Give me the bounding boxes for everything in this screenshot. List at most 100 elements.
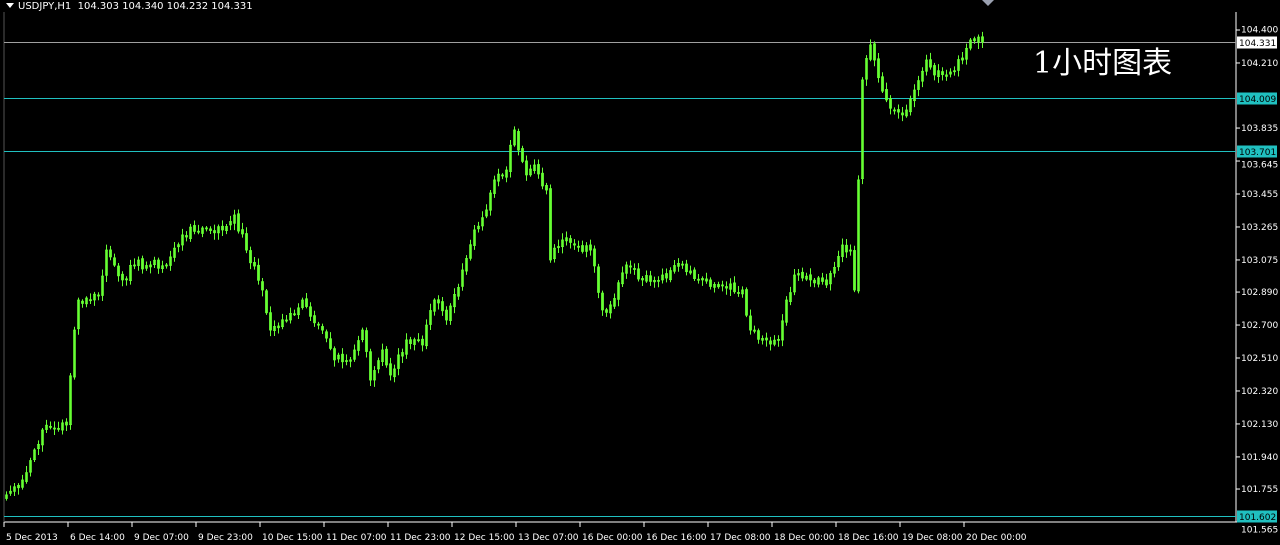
candle-body [381,349,384,362]
candle-body [325,331,328,339]
candle-body [97,294,100,297]
candle-body [817,277,820,285]
candle-body [465,258,468,272]
candle-body [269,312,272,331]
x-tick-label: 20 Dec 00:00 [966,533,1027,543]
candle-body [845,244,848,253]
candle-body [553,247,556,260]
candle-body [41,429,44,446]
candle-body [917,80,920,90]
candle-body [609,304,612,314]
y-tick-label: 103.455 [1241,190,1278,200]
candle-body [681,263,684,266]
candle-body [537,164,540,175]
candle-body [909,98,912,113]
candle-body [421,338,424,346]
y-tick-label: 101.565 [1241,526,1278,536]
y-tick-label: 103.075 [1241,256,1278,266]
candle-body [417,339,420,342]
candle-body [229,221,232,226]
candle-body [813,279,816,284]
candle-body [405,339,408,355]
candle-body [737,292,740,294]
candle-body [661,274,664,281]
candle-body [853,250,856,291]
candle-body [165,264,168,267]
candle-body [153,259,156,266]
bid-price-tag [1237,36,1277,49]
candle-body [185,235,188,238]
candle-body [645,275,648,282]
candle-body [217,226,220,234]
candle-body [129,264,132,282]
candle-body [485,209,488,217]
candle-body [769,340,772,345]
level-price-tag [1237,510,1277,523]
candle-body [549,188,552,261]
symbol-label: USDJPY,H1 [18,1,72,12]
x-tick-label: 11 Dec 07:00 [326,533,387,543]
candle-body [461,269,464,287]
candle-body [261,281,264,291]
candle-body [197,230,200,233]
candle-body [277,325,280,329]
candle-body [293,313,296,316]
candle-body [301,299,304,308]
candle-body [913,89,916,102]
candle-body [761,338,764,341]
candle-body [869,44,872,60]
candle-body [85,297,88,305]
candle-body [745,289,748,316]
candle-body [729,283,732,290]
x-tick-label: 19 Dec 08:00 [902,533,963,543]
candle-body [965,47,968,60]
candle-body [73,329,76,378]
candle-body [865,58,868,80]
candle-body [637,268,640,280]
candle-body [173,247,176,258]
candle-body [805,275,808,280]
candle-body [961,57,964,61]
candle-body [517,131,520,151]
candle-body [841,244,844,257]
candle-body [701,278,704,281]
dropdown-triangle-icon[interactable] [6,3,14,8]
candle-body [93,293,96,301]
candle-body [545,185,548,191]
candle-body [625,264,628,274]
candle-body [945,74,948,77]
x-tick-label: 18 Dec 16:00 [838,533,899,543]
candle-body [13,486,16,492]
candle-body [693,269,696,279]
candle-body [401,352,404,357]
candle-body [521,148,524,162]
candle-body [169,256,172,266]
y-tick-label: 103.265 [1241,223,1278,233]
candle-body [749,315,752,331]
candle-body [17,484,20,489]
candle-body [789,292,792,302]
candle-body [117,265,120,277]
candle-body [33,449,36,461]
candle-body [121,273,124,281]
candle-body [677,263,680,267]
bid-price-label: 104.331 [1239,39,1276,49]
candle-body [233,214,236,224]
candle-body [973,38,976,42]
y-tick-label: 102.890 [1241,288,1278,298]
candle-body [785,299,788,323]
candle-body [389,363,392,376]
candle-body [357,340,360,351]
candle-body [353,349,356,360]
candle-body [445,309,448,321]
x-tick-label: 5 Dec 2013 [6,533,58,543]
candle-body [581,245,584,252]
candle-body [641,278,644,281]
candle-body [313,315,316,324]
candle-body [429,310,432,325]
candle-body [393,368,396,378]
candle-body [525,160,528,176]
candle-body [373,370,376,381]
candle-body [889,98,892,109]
